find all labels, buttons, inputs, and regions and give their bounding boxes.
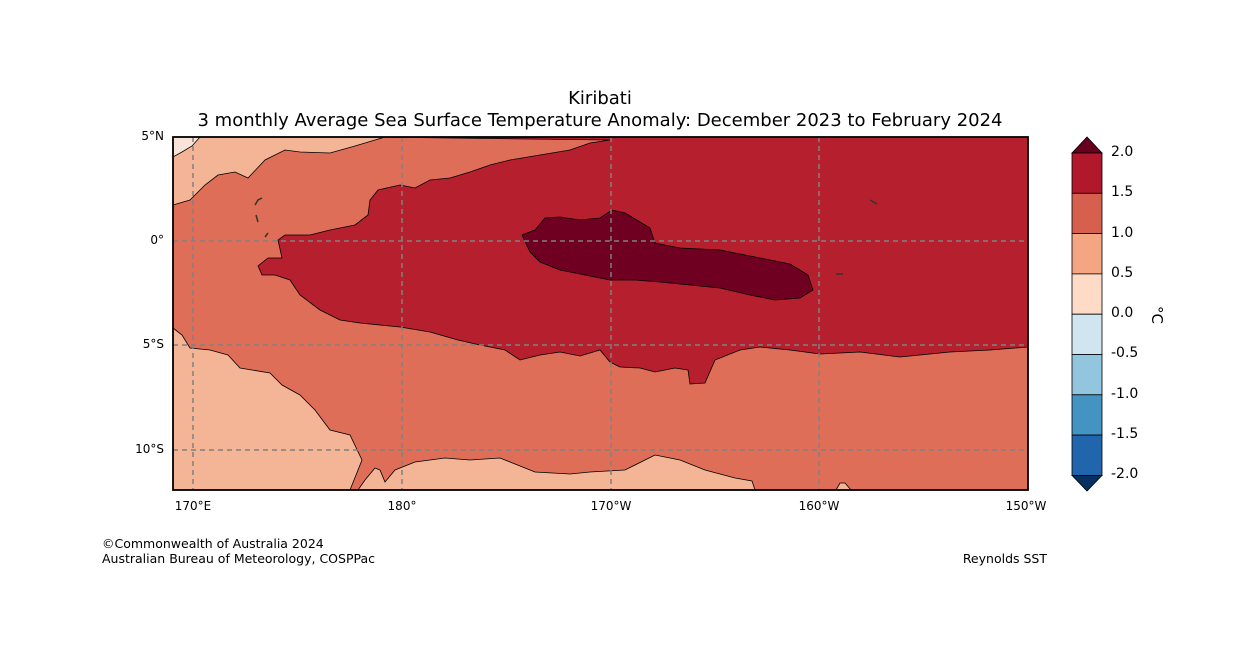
lon-label-170e: 170°E	[174, 499, 212, 513]
lat-label-5s: 5°S	[142, 337, 164, 351]
colorbar	[1071, 136, 1103, 492]
colorbar-tick: 0.0	[1111, 305, 1134, 321]
colorbar-min-extend	[1071, 474, 1103, 492]
map-frame	[172, 136, 1029, 491]
lat-label-10s: 10°S	[135, 442, 164, 456]
colorbar-tick: 0.5	[1111, 265, 1134, 281]
graticule	[173, 137, 1028, 490]
map-title: Kiribati	[568, 88, 632, 109]
colorbar-tick: -2.0	[1111, 466, 1139, 482]
colorbar-seg-0.0-0.5	[1071, 273, 1103, 315]
lon-label-150w: 150°W	[1005, 499, 1047, 513]
copyright-text: ©Commonwealth of Australia 2024	[102, 536, 324, 551]
data-source-text: Reynolds SST	[962, 551, 1047, 566]
lat-label-5n: 5°N	[141, 129, 164, 143]
colorbar-seg-1.5-2.0	[1071, 152, 1103, 194]
colorbar-seg-0.5-1.0	[1071, 233, 1103, 275]
colorbar-tick: -1.5	[1111, 426, 1139, 442]
agency-text: Australian Bureau of Meteorology, COSPPa…	[102, 551, 375, 566]
anomaly-above-2.0-core	[521, 209, 814, 301]
colorbar-tick: -0.5	[1111, 345, 1139, 361]
island-outlines	[254, 197, 878, 275]
lat-label-0: 0°	[150, 233, 164, 247]
colorbar-seg-minus2.0-minus1.5	[1071, 434, 1103, 476]
lon-label-180: 180°	[387, 499, 417, 513]
colorbar-seg-minus1.0-minus0.5	[1071, 354, 1103, 396]
colorbar-tick: 2.0	[1111, 144, 1134, 160]
colorbar-seg-1.0-1.5	[1071, 192, 1103, 235]
colorbar-tick: 1.5	[1111, 184, 1134, 200]
colorbar-unit-label: °C	[1147, 306, 1166, 324]
colorbar-seg-minus1.5-minus1.0	[1071, 394, 1103, 436]
colorbar-max-extend	[1071, 136, 1103, 154]
lon-label-160w: 160°W	[798, 499, 840, 513]
colorbar-tick: 1.0	[1111, 225, 1134, 241]
map-subtitle: 3 monthly Average Sea Surface Temperatur…	[197, 110, 1003, 131]
lon-label-170w: 170°W	[590, 499, 632, 513]
colorbar-tick: -1.0	[1111, 386, 1139, 402]
colorbar-seg-minus0.5-0.0	[1071, 313, 1103, 355]
